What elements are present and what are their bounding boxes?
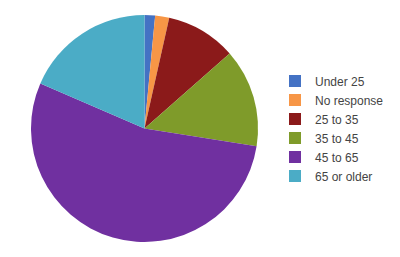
svg-text:65 or older: 65 or older	[315, 170, 372, 184]
svg-text:25 to 35: 25 to 35	[315, 113, 359, 127]
svg-text:35 to 45: 35 to 45	[315, 132, 359, 146]
svg-text:45 to 65: 45 to 65	[315, 151, 359, 165]
svg-text:No response: No response	[315, 94, 383, 108]
svg-text:Under 25: Under 25	[315, 75, 365, 89]
